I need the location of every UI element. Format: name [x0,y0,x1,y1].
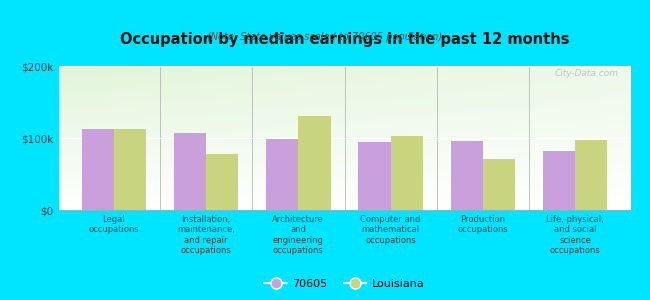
Bar [298,116,331,210]
Bar [114,129,146,210]
Bar [81,129,114,210]
Bar [450,141,483,210]
Bar [206,154,239,210]
Title: Occupation by median earnings in the past 12 months: Occupation by median earnings in the pas… [120,32,569,47]
Bar [174,133,206,210]
Bar [543,151,575,210]
Text: (Note: State values scaled to 70605 population): (Note: State values scaled to 70605 popu… [207,32,443,41]
Bar [483,159,515,210]
Legend: 70605, Louisiana: 70605, Louisiana [260,275,429,294]
Bar [391,136,423,210]
Bar [575,140,608,210]
Bar [358,142,391,210]
Text: City-Data.com: City-Data.com [555,69,619,78]
Bar [266,139,298,210]
